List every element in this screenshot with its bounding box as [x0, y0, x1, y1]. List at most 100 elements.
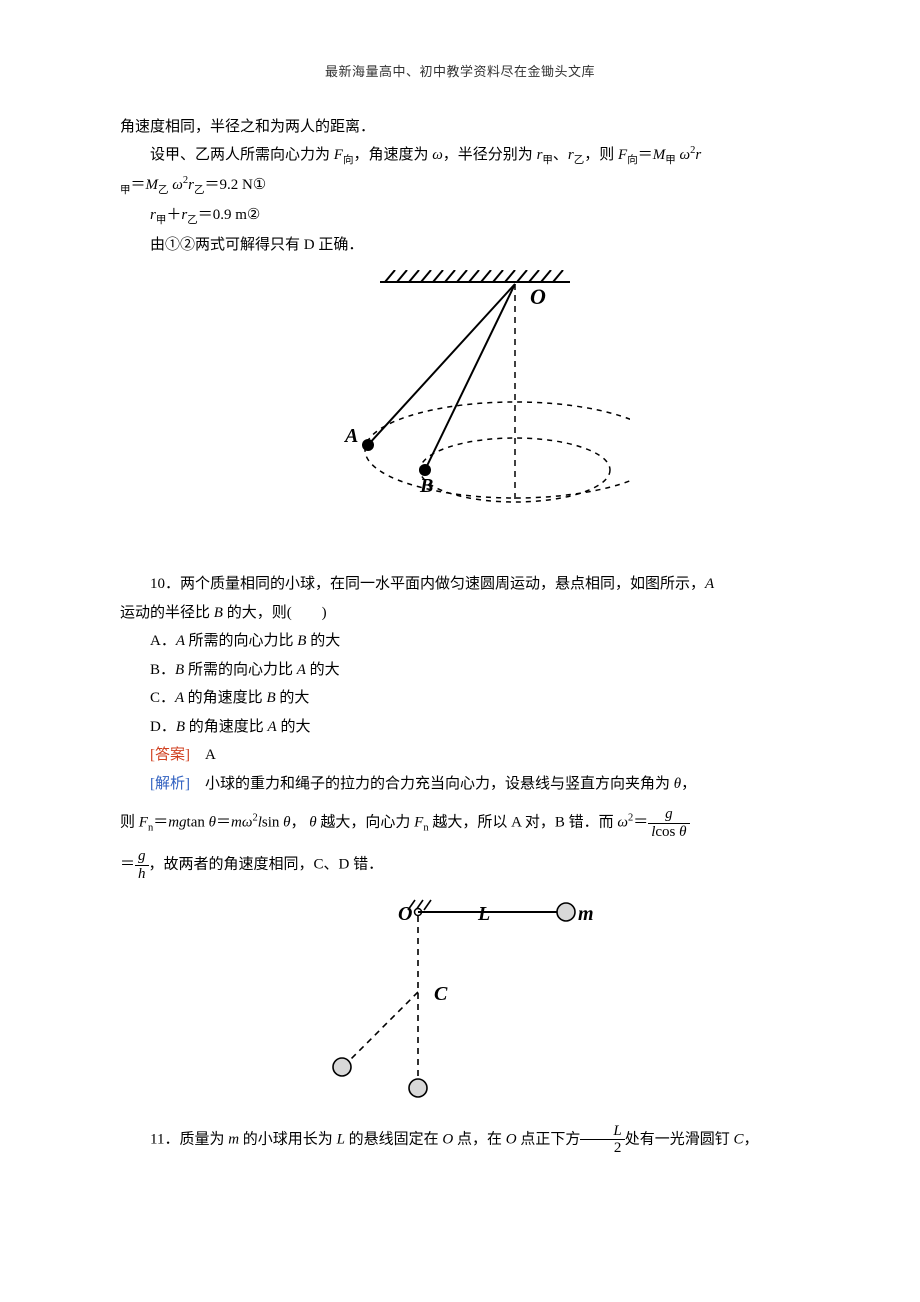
t: 越大，向心力: [317, 814, 415, 830]
sym-omega: ω: [242, 814, 253, 830]
sub-jia: 甲: [120, 185, 131, 196]
sym-h: h: [138, 866, 146, 882]
sub-yi: 乙: [194, 185, 205, 196]
t: 越大，所以 A 对，B 错．而: [429, 814, 618, 830]
sym-theta: θ: [679, 824, 686, 840]
sym-O: O: [442, 1131, 453, 1147]
q11-stem: 11．质量为 m 的小球用长为 L 的悬线固定在 O 点，在 O 点正下方L2处…: [120, 1123, 800, 1157]
A: A: [175, 690, 188, 706]
t: 11．质量为: [150, 1131, 228, 1147]
t: ，故两者的角速度相同，C、D 错．: [149, 856, 384, 872]
q10-analysis-2: 则 Fn＝mgtan θ＝mω2lsin θ， θ 越大，向心力 Fn 越大，所…: [120, 806, 800, 840]
sym-omega: ω: [617, 814, 628, 830]
t: 的大: [306, 633, 340, 649]
t: 的大: [277, 719, 311, 735]
sym-m: m: [228, 1131, 239, 1147]
cos: cos: [655, 824, 679, 840]
tan: tan: [187, 814, 209, 830]
label-m: m: [578, 903, 594, 925]
t: 点正下方: [517, 1131, 581, 1147]
sub-jia: 甲: [542, 155, 553, 166]
eq: ＝: [638, 147, 653, 163]
t: 、: [553, 147, 568, 163]
sub-xiang: 向: [627, 155, 638, 166]
frac-L-2: L2: [580, 1123, 624, 1157]
opt-prefix: D．: [150, 719, 176, 735]
sym-L: L: [613, 1123, 621, 1139]
body-line5: 由①②两式可解得只有 D 正确．: [120, 231, 800, 260]
body-line1: 角速度相同，半径之和为两人的距离．: [120, 113, 800, 142]
t: ＝0.9 m②: [198, 207, 261, 223]
sym-theta: θ: [209, 814, 216, 830]
q10-answer: [答案] A: [120, 741, 800, 770]
q10-option-C: C．A 的角速度比 B 的大: [120, 684, 800, 713]
q10-option-A: A．A 所需的向心力比 B 的大: [120, 627, 800, 656]
sub-xiang: 向: [343, 155, 354, 166]
answer-label: [答案]: [150, 747, 190, 763]
sub-n: n: [148, 822, 153, 833]
page-header: 最新海量高中、初中教学资料尽在金锄头文库: [120, 60, 800, 85]
sub-yi: 乙: [187, 215, 198, 226]
t: 所需的向心力比: [188, 662, 297, 678]
string-A: [368, 284, 515, 445]
eq: ＝: [131, 177, 146, 193]
q10-analysis-1: [解析] 小球的重力和绳子的拉力的合力充当向心力，设悬线与竖直方向夹角为 θ，: [120, 770, 800, 799]
t: 则: [120, 814, 139, 830]
sym-M: M: [653, 147, 666, 163]
t: 小球的重力和绳子的拉力的合力充当向心力，设悬线与竖直方向夹角为: [205, 776, 674, 792]
figure-conical-pendulum: O A B: [120, 270, 800, 561]
label-B: B: [419, 475, 433, 497]
sym-omega: ω: [172, 177, 183, 193]
t: 的角速度比: [189, 719, 268, 735]
frac-g-lcos: glcos θ: [648, 806, 689, 840]
q10-option-B: B．B 所需的向心力比 A 的大: [120, 656, 800, 685]
sub-jia: 甲: [156, 215, 167, 226]
body-line2: 设甲、乙两人所需向心力为 F向，角速度为 ω，半径分别为 r甲、r乙，则 F向＝…: [120, 141, 800, 171]
sym-O: O: [506, 1131, 517, 1147]
opt-prefix: B．: [150, 662, 175, 678]
B: B: [175, 662, 184, 678]
t: 点，在: [453, 1131, 506, 1147]
sym-Fn: F: [139, 814, 148, 830]
sym-theta: θ: [283, 814, 290, 830]
sub-yi: 乙: [158, 185, 169, 196]
letter-A: A: [705, 576, 714, 592]
B: B: [176, 719, 185, 735]
B: B: [266, 690, 275, 706]
sub-yi: 乙: [574, 155, 585, 166]
sym-m: m: [231, 814, 242, 830]
sym-r: r: [695, 147, 701, 163]
analysis-label: [解析]: [150, 776, 190, 792]
body-line4: r甲＋r乙＝0.9 m②: [120, 201, 800, 231]
sym-L: L: [337, 1131, 345, 1147]
A: A: [297, 662, 306, 678]
opt-prefix: C．: [150, 690, 175, 706]
letter-B: B: [214, 605, 223, 621]
t: 运动的半径比: [120, 605, 214, 621]
ball-bottom: [409, 1079, 427, 1097]
label-A: A: [343, 425, 358, 447]
sin: sin: [262, 814, 283, 830]
q10-analysis-3: ＝gh，故两者的角速度相同，C、D 错．: [120, 848, 800, 882]
sym-g: g: [665, 806, 673, 822]
ball-left: [333, 1058, 351, 1076]
t: 的悬线固定在: [345, 1131, 443, 1147]
label-L: L: [477, 903, 490, 925]
t: ，角速度为: [353, 147, 432, 163]
A: A: [268, 719, 277, 735]
dashed-to-ball: [348, 992, 418, 1062]
t: 的小球用长为: [239, 1131, 337, 1147]
t: 设甲、乙两人所需向心力为: [150, 147, 334, 163]
orbit-B: [420, 438, 610, 502]
t: 10．两个质量相同的小球，在同一水平面内做匀速圆周运动，悬点相同，如图所示，: [150, 576, 705, 592]
sym-g: g: [138, 848, 146, 864]
two: 2: [580, 1140, 624, 1157]
t: ，半径分别为: [443, 147, 537, 163]
t: ，则: [584, 147, 618, 163]
sym-omega: ω: [432, 147, 443, 163]
q10-stem2: 运动的半径比 B 的大，则( ): [120, 599, 800, 628]
label-O: O: [530, 284, 546, 309]
t: 的大: [306, 662, 340, 678]
body-line3: 甲＝M乙 ω2r乙＝9.2 N①: [120, 171, 800, 201]
sym-M: M: [146, 177, 159, 193]
